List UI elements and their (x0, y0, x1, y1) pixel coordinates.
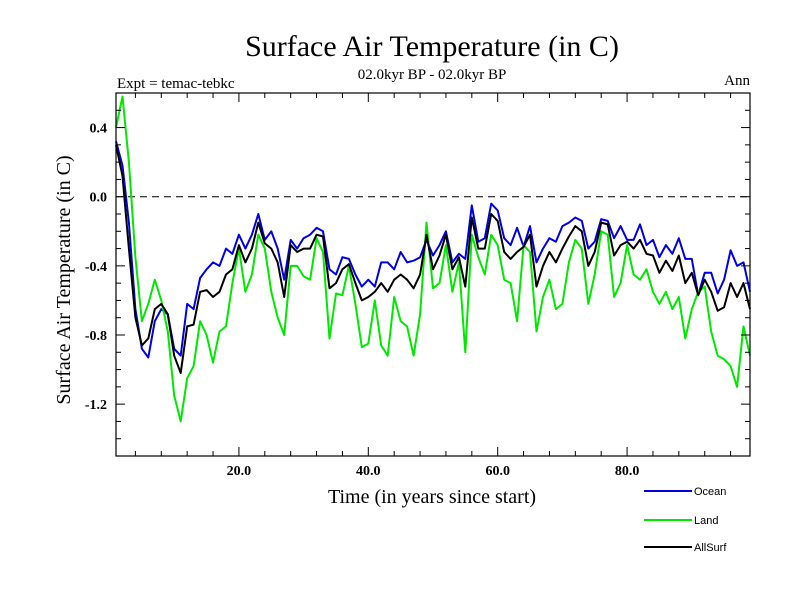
chart-subtitle: 02.0kyr BP - 02.0kyr BP (358, 67, 507, 83)
series-line-allsurf (115, 144, 751, 374)
x-axis-title: Time (in years since start) (328, 486, 536, 508)
plot-area: 20.0 40.0 60.0 80.0 0.4 0.0 -0.4 -0.8 -1.2 (85, 92, 751, 479)
y-tick-label: 0.0 (90, 191, 108, 206)
series-line-ocean (115, 141, 751, 359)
series-line-land (115, 95, 751, 423)
x-tick-label: 80.0 (615, 464, 640, 479)
x-tick-label: 40.0 (356, 464, 381, 479)
y-tick-label: -0.4 (85, 260, 107, 275)
experiment-label: Expt = temac-tebkc (117, 76, 235, 92)
y-tick-label: -1.2 (85, 398, 107, 413)
legend-label-allsurf: AllSurf (694, 542, 727, 554)
y-axis-title: Surface Air Temperature (in C) (53, 155, 75, 404)
x-tick-label: 60.0 (485, 464, 510, 479)
plot-frame (115, 92, 751, 457)
legend-label-ocean: Ocean (694, 486, 726, 498)
x-tick-label: 20.0 (227, 464, 252, 479)
period-label: Ann (724, 73, 750, 89)
legend: Ocean Land AllSurf (644, 486, 727, 554)
legend-label-land: Land (694, 515, 718, 527)
chart-title: Surface Air Temperature (in C) (245, 30, 619, 63)
y-tick-label: -0.8 (85, 329, 107, 344)
y-tick-label: 0.4 (90, 122, 108, 137)
